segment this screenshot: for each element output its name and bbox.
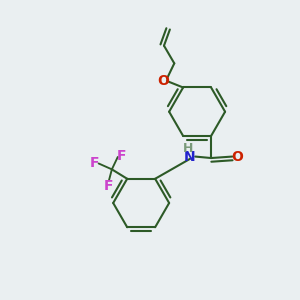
Text: F: F xyxy=(103,179,113,193)
Text: O: O xyxy=(158,74,169,88)
Text: N: N xyxy=(184,150,196,164)
Text: F: F xyxy=(117,149,127,163)
Text: F: F xyxy=(89,156,99,170)
Text: O: O xyxy=(232,150,244,164)
Text: H: H xyxy=(183,142,194,155)
